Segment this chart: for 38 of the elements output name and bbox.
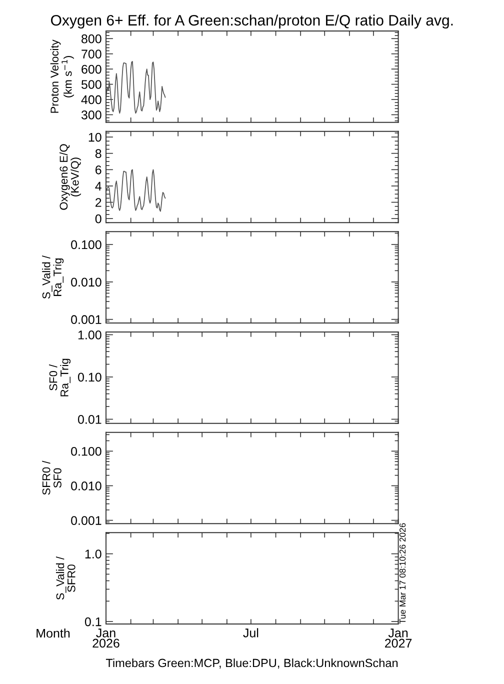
y-axis-title: SF0 / Ra_Trig — [49, 358, 71, 396]
y-tick-label: 0.100 — [71, 446, 102, 456]
y-tick-label: 6 — [96, 165, 102, 174]
text: Timebars Green:MCP, Blue:DPU, Black:UnknownSchan — [106, 658, 398, 669]
x-axis-title: Month — [36, 628, 70, 638]
x-tick-label: Jul — [243, 628, 258, 638]
y-axis-title: SFR0 / SF0 — [42, 460, 62, 495]
y-tick-label: 10 — [88, 132, 102, 142]
x-tick-label: Jan 2027 — [385, 628, 412, 648]
chart-title: Oxygen 6+ Eff. for A Green:schan/proton E/Q ratio Daily avg. — [51, 14, 453, 29]
y-tick-label: 0.100 — [71, 240, 102, 250]
y-tick-label: 0.01 — [78, 415, 102, 424]
y-tick-label: 800 — [82, 34, 102, 44]
y-tick-label: 300 — [81, 110, 102, 120]
y-tick-label: 8 — [95, 149, 102, 158]
y-axis-title: S_Valid / SFR0 — [56, 556, 76, 600]
y-tick-label: 2 — [96, 198, 102, 207]
y-tick-label: 1.00 — [78, 330, 102, 340]
y-tick-label: 0.10 — [78, 372, 102, 382]
y-tick-label: 0.001 — [71, 516, 102, 525]
y-tick-label: 500 — [81, 80, 102, 89]
y-tick-label: 0 — [95, 214, 102, 224]
y-tick-label: 600 — [82, 64, 102, 74]
y-tick-label: 400 — [81, 95, 102, 104]
y-tick-label: 1.0 — [85, 550, 102, 558]
y-axis-title: Proton Velocity (km s$^{−1}$) — [50, 40, 74, 113]
y-tick-label: 0.010 — [71, 482, 102, 490]
line-series — [106, 60, 166, 114]
y-tick-label: 4 — [95, 182, 102, 190]
y-tick-label: 0.1 — [84, 617, 102, 626]
y-tick-label: 0.010 — [71, 278, 102, 287]
x-tick-label: Jan 2026 — [92, 628, 120, 648]
y-axis-title: S_Valid / Ra_Trig — [42, 256, 64, 299]
text: Tue Mar 17 08:10:26 2026 — [400, 523, 406, 624]
y-axis-title: Oxygen6 E/Q (KeV/Q) — [59, 144, 81, 210]
y-tick-label: 700 — [82, 50, 102, 58]
y-tick-label: 0.001 — [71, 315, 102, 324]
line-series — [106, 169, 166, 212]
